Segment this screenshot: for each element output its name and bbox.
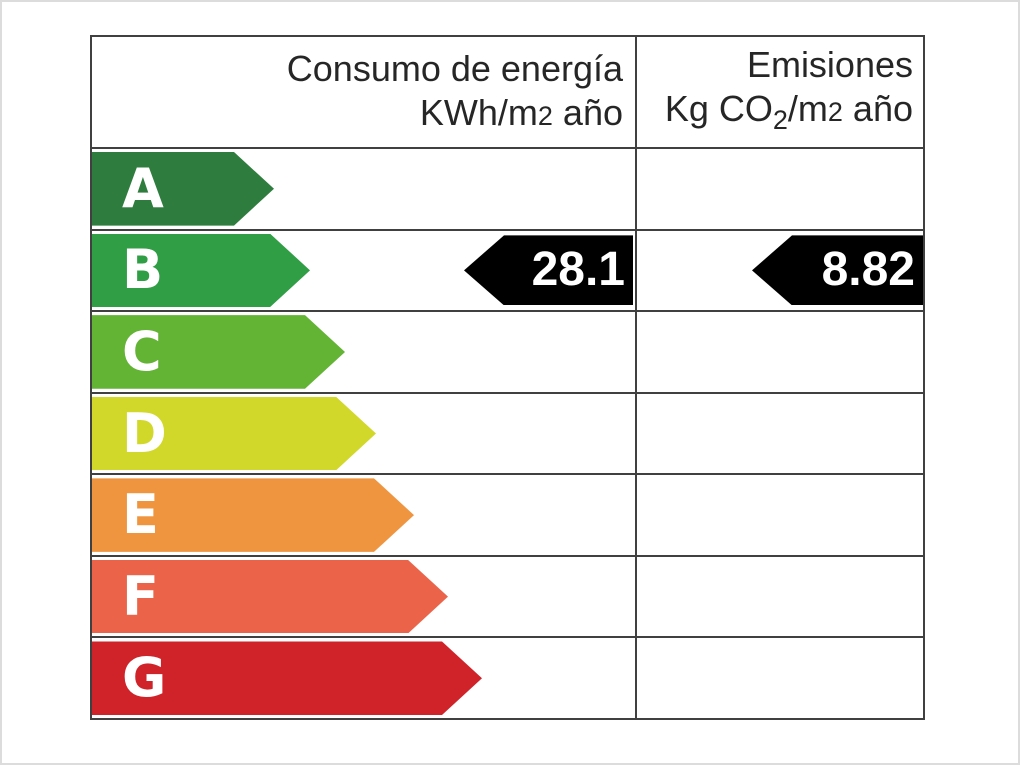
rating-arrow-f: F [92, 560, 448, 634]
rating-letter-g: G [122, 646, 167, 710]
rating-letter-d: D [122, 401, 167, 465]
rating-letter-a: A [122, 156, 164, 220]
consumption-unit: KWh/m2 año [419, 91, 623, 133]
rating-letter-f: F [122, 564, 159, 628]
rating-arrow-b: B [92, 234, 310, 308]
emissions-title: Emisiones [746, 43, 913, 85]
consumption-value: 28.1 [531, 243, 625, 297]
rating-arrow-d: D [92, 397, 376, 471]
emissions-unit-exponent: 2 [827, 96, 843, 127]
rating-row-b: B 28.1 8.82 [92, 228, 923, 311]
rating-letter-e: E [122, 483, 159, 547]
rating-arrow-c: C [92, 315, 345, 389]
rating-letter-b: B [122, 238, 164, 302]
table-header: Consumo de energía KWh/m2 año Emisiones … [92, 37, 923, 149]
consumption-title: Consumo de energía [286, 47, 623, 89]
rating-letter-c: C [122, 319, 162, 383]
emissions-value: 8.82 [821, 243, 915, 297]
column-divider [635, 37, 637, 718]
header-cell-emissions: Emisiones Kg CO2/m2 año [635, 37, 923, 147]
consumption-unit-exponent: 2 [537, 100, 553, 131]
emissions-value-marker: 8.82 [752, 235, 923, 306]
energy-rating-table: Consumo de energía KWh/m2 año Emisiones … [90, 35, 925, 720]
rating-row-d: D [92, 391, 923, 474]
rating-row-f: F [92, 554, 923, 637]
rating-arrow-e: E [92, 478, 414, 552]
header-cell-consumption: Consumo de energía KWh/m2 año [92, 37, 635, 147]
rating-row-a: A [92, 149, 923, 229]
emissions-unit-subscript: 2 [772, 104, 788, 135]
consumption-value-marker: 28.1 [464, 235, 633, 306]
rating-arrow-a: A [92, 152, 274, 226]
rating-arrow-g: G [92, 641, 482, 715]
rating-row-c: C [92, 310, 923, 392]
rating-row-g: G [92, 636, 923, 718]
rating-row-e: E [92, 473, 923, 555]
emissions-unit: Kg CO2/m2 año [664, 87, 913, 135]
rating-rows: A B 28.1 8.82 C [92, 149, 923, 718]
